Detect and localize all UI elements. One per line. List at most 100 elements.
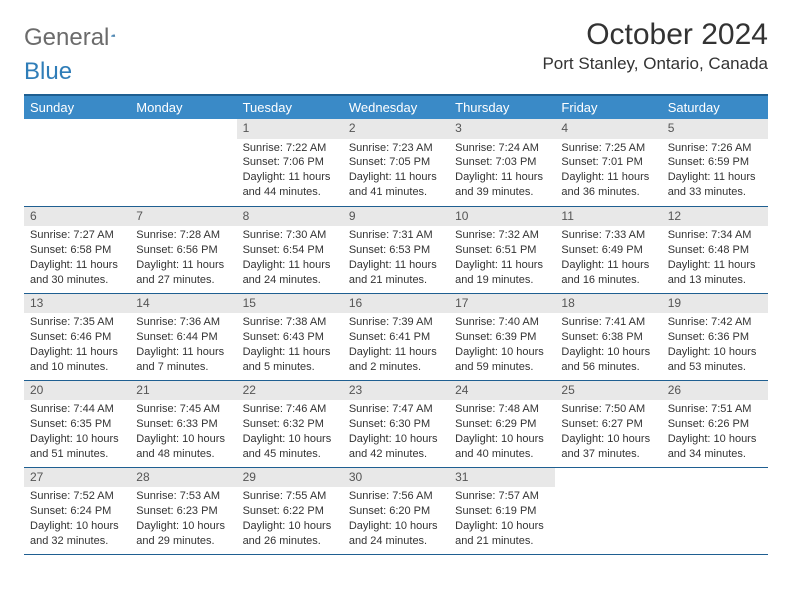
sunrise-line: Sunrise: 7:25 AM <box>561 141 655 156</box>
daylight-line-2: and 56 minutes. <box>561 360 655 375</box>
calendar-day-cell: 27Sunrise: 7:52 AMSunset: 6:24 PMDayligh… <box>24 467 130 554</box>
day-details: Sunrise: 7:24 AMSunset: 7:03 PMDaylight:… <box>449 139 555 204</box>
day-details: Sunrise: 7:46 AMSunset: 6:32 PMDaylight:… <box>237 400 343 465</box>
daylight-line-2: and 37 minutes. <box>561 447 655 462</box>
day-number: 21 <box>130 381 236 401</box>
sunset-line: Sunset: 6:35 PM <box>30 417 124 432</box>
day-number: 12 <box>662 207 768 227</box>
day-number: 3 <box>449 119 555 139</box>
calendar-header-row: SundayMondayTuesdayWednesdayThursdayFrid… <box>24 95 768 119</box>
daylight-line-2: and 33 minutes. <box>668 185 762 200</box>
daylight-line-1: Daylight: 10 hours <box>668 432 762 447</box>
day-number: 1 <box>237 119 343 139</box>
calendar-day-cell: 21Sunrise: 7:45 AMSunset: 6:33 PMDayligh… <box>130 380 236 467</box>
daylight-line-1: Daylight: 10 hours <box>30 432 124 447</box>
daylight-line-2: and 29 minutes. <box>136 534 230 549</box>
day-details: Sunrise: 7:53 AMSunset: 6:23 PMDaylight:… <box>130 487 236 552</box>
day-details: Sunrise: 7:27 AMSunset: 6:58 PMDaylight:… <box>24 226 130 291</box>
day-number: 30 <box>343 468 449 488</box>
daylight-line-1: Daylight: 10 hours <box>136 432 230 447</box>
sunset-line: Sunset: 6:59 PM <box>668 155 762 170</box>
daylight-line-2: and 48 minutes. <box>136 447 230 462</box>
daylight-line-2: and 42 minutes. <box>349 447 443 462</box>
day-details: Sunrise: 7:44 AMSunset: 6:35 PMDaylight:… <box>24 400 130 465</box>
calendar-day-cell: 26Sunrise: 7:51 AMSunset: 6:26 PMDayligh… <box>662 380 768 467</box>
logo-text-1: General <box>24 24 109 52</box>
sunset-line: Sunset: 6:36 PM <box>668 330 762 345</box>
day-details: Sunrise: 7:50 AMSunset: 6:27 PMDaylight:… <box>555 400 661 465</box>
calendar-day-cell <box>662 467 768 554</box>
sunrise-line: Sunrise: 7:55 AM <box>243 489 337 504</box>
calendar-day-cell: 30Sunrise: 7:56 AMSunset: 6:20 PMDayligh… <box>343 467 449 554</box>
day-details: Sunrise: 7:38 AMSunset: 6:43 PMDaylight:… <box>237 313 343 378</box>
sunset-line: Sunset: 6:56 PM <box>136 243 230 258</box>
sunrise-line: Sunrise: 7:24 AM <box>455 141 549 156</box>
sunrise-line: Sunrise: 7:48 AM <box>455 402 549 417</box>
day-details: Sunrise: 7:40 AMSunset: 6:39 PMDaylight:… <box>449 313 555 378</box>
daylight-line-1: Daylight: 11 hours <box>561 170 655 185</box>
sunset-line: Sunset: 7:01 PM <box>561 155 655 170</box>
calendar-day-cell: 14Sunrise: 7:36 AMSunset: 6:44 PMDayligh… <box>130 293 236 380</box>
sunset-line: Sunset: 7:05 PM <box>349 155 443 170</box>
sunset-line: Sunset: 6:53 PM <box>349 243 443 258</box>
calendar-day-cell <box>24 119 130 206</box>
day-details: Sunrise: 7:25 AMSunset: 7:01 PMDaylight:… <box>555 139 661 204</box>
calendar-week-row: 20Sunrise: 7:44 AMSunset: 6:35 PMDayligh… <box>24 380 768 467</box>
day-number: 7 <box>130 207 236 227</box>
day-details: Sunrise: 7:31 AMSunset: 6:53 PMDaylight:… <box>343 226 449 291</box>
sunset-line: Sunset: 6:23 PM <box>136 504 230 519</box>
calendar-day-cell: 31Sunrise: 7:57 AMSunset: 6:19 PMDayligh… <box>449 467 555 554</box>
daylight-line-1: Daylight: 11 hours <box>349 170 443 185</box>
sunset-line: Sunset: 6:19 PM <box>455 504 549 519</box>
sunset-line: Sunset: 6:54 PM <box>243 243 337 258</box>
sunrise-line: Sunrise: 7:23 AM <box>349 141 443 156</box>
calendar-day-cell <box>555 467 661 554</box>
calendar-day-cell: 23Sunrise: 7:47 AMSunset: 6:30 PMDayligh… <box>343 380 449 467</box>
sunrise-line: Sunrise: 7:50 AM <box>561 402 655 417</box>
day-details: Sunrise: 7:45 AMSunset: 6:33 PMDaylight:… <box>130 400 236 465</box>
daylight-line-1: Daylight: 10 hours <box>349 432 443 447</box>
day-number: 18 <box>555 294 661 314</box>
calendar-day-cell: 6Sunrise: 7:27 AMSunset: 6:58 PMDaylight… <box>24 206 130 293</box>
sunrise-line: Sunrise: 7:44 AM <box>30 402 124 417</box>
daylight-line-2: and 16 minutes. <box>561 273 655 288</box>
brand-logo: General <box>24 24 135 52</box>
sunset-line: Sunset: 6:29 PM <box>455 417 549 432</box>
weekday-header: Monday <box>130 95 236 119</box>
sunset-line: Sunset: 6:48 PM <box>668 243 762 258</box>
sunset-line: Sunset: 6:41 PM <box>349 330 443 345</box>
day-number: 23 <box>343 381 449 401</box>
day-details: Sunrise: 7:51 AMSunset: 6:26 PMDaylight:… <box>662 400 768 465</box>
daylight-line-2: and 30 minutes. <box>30 273 124 288</box>
daylight-line-2: and 2 minutes. <box>349 360 443 375</box>
day-details: Sunrise: 7:26 AMSunset: 6:59 PMDaylight:… <box>662 139 768 204</box>
calendar-day-cell: 12Sunrise: 7:34 AMSunset: 6:48 PMDayligh… <box>662 206 768 293</box>
daylight-line-1: Daylight: 11 hours <box>561 258 655 273</box>
calendar-day-cell: 4Sunrise: 7:25 AMSunset: 7:01 PMDaylight… <box>555 119 661 206</box>
sunset-line: Sunset: 6:22 PM <box>243 504 337 519</box>
sunrise-line: Sunrise: 7:35 AM <box>30 315 124 330</box>
sunrise-line: Sunrise: 7:53 AM <box>136 489 230 504</box>
sunrise-line: Sunrise: 7:52 AM <box>30 489 124 504</box>
daylight-line-2: and 19 minutes. <box>455 273 549 288</box>
calendar-day-cell: 3Sunrise: 7:24 AMSunset: 7:03 PMDaylight… <box>449 119 555 206</box>
day-details: Sunrise: 7:36 AMSunset: 6:44 PMDaylight:… <box>130 313 236 378</box>
daylight-line-2: and 36 minutes. <box>561 185 655 200</box>
weekday-header: Saturday <box>662 95 768 119</box>
sunrise-line: Sunrise: 7:34 AM <box>668 228 762 243</box>
day-number: 20 <box>24 381 130 401</box>
day-number: 24 <box>449 381 555 401</box>
sunset-line: Sunset: 6:33 PM <box>136 417 230 432</box>
sunrise-line: Sunrise: 7:26 AM <box>668 141 762 156</box>
day-number: 19 <box>662 294 768 314</box>
day-number: 9 <box>343 207 449 227</box>
daylight-line-1: Daylight: 10 hours <box>561 432 655 447</box>
calendar-page: General October 2024 Port Stanley, Ontar… <box>0 0 792 565</box>
weekday-header: Friday <box>555 95 661 119</box>
daylight-line-2: and 10 minutes. <box>30 360 124 375</box>
day-details: Sunrise: 7:23 AMSunset: 7:05 PMDaylight:… <box>343 139 449 204</box>
daylight-line-1: Daylight: 10 hours <box>243 519 337 534</box>
daylight-line-1: Daylight: 11 hours <box>30 258 124 273</box>
day-details: Sunrise: 7:57 AMSunset: 6:19 PMDaylight:… <box>449 487 555 552</box>
sunrise-line: Sunrise: 7:56 AM <box>349 489 443 504</box>
